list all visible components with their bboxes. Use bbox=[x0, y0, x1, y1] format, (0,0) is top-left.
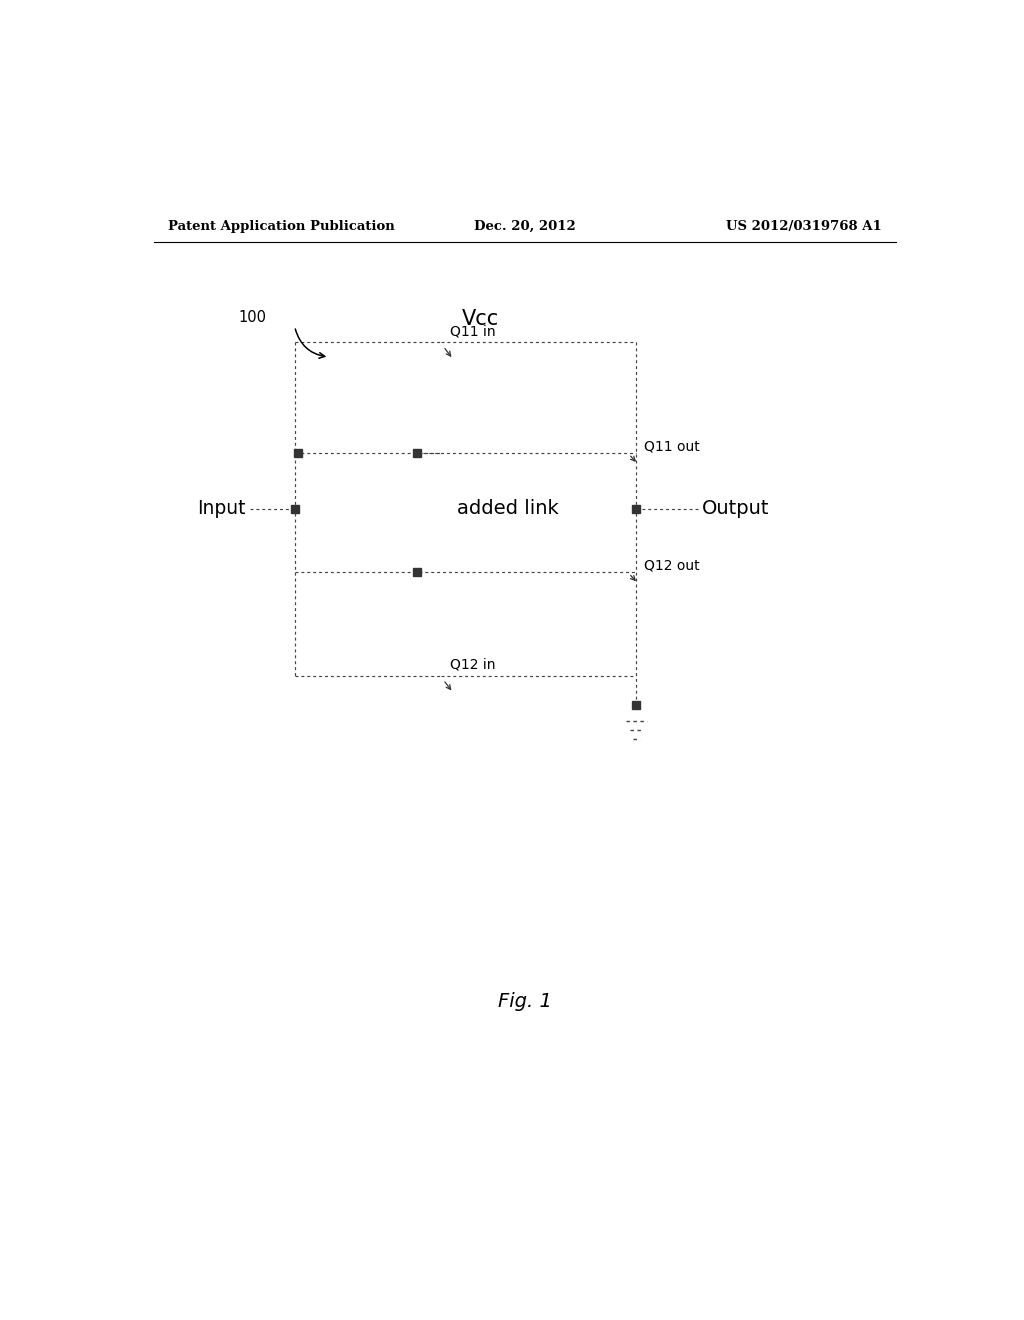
Text: Patent Application Publication: Patent Application Publication bbox=[168, 219, 394, 232]
Text: 100: 100 bbox=[239, 310, 267, 325]
Text: Q12 in: Q12 in bbox=[451, 657, 496, 672]
Text: Dec. 20, 2012: Dec. 20, 2012 bbox=[474, 219, 575, 232]
Text: Q12 out: Q12 out bbox=[644, 558, 699, 573]
Text: Fig. 1: Fig. 1 bbox=[498, 993, 552, 1011]
Text: US 2012/0319768 A1: US 2012/0319768 A1 bbox=[726, 219, 882, 232]
Text: added link: added link bbox=[457, 499, 559, 519]
Text: Q11 in: Q11 in bbox=[451, 325, 496, 339]
Text: Output: Output bbox=[701, 499, 769, 519]
Text: Input: Input bbox=[198, 499, 246, 519]
Text: Q11 out: Q11 out bbox=[644, 440, 699, 453]
Text: Vcc: Vcc bbox=[462, 309, 500, 329]
